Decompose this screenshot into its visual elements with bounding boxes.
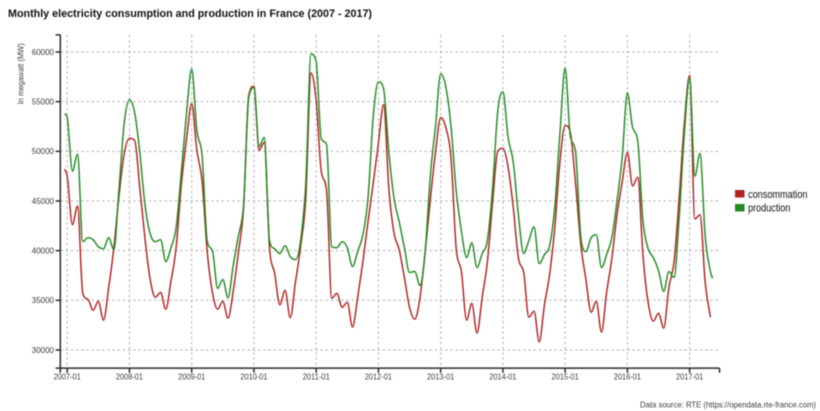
svg-text:2013-01: 2013-01 xyxy=(427,372,455,381)
svg-text:50000: 50000 xyxy=(32,147,55,156)
svg-text:40000: 40000 xyxy=(32,247,55,256)
svg-text:production: production xyxy=(748,203,790,215)
svg-text:60000: 60000 xyxy=(32,48,55,57)
svg-text:consommation: consommation xyxy=(748,189,808,201)
svg-text:Monthly electricity consumptio: Monthly electricity consumption and prod… xyxy=(8,8,372,20)
svg-text:2016-01: 2016-01 xyxy=(614,372,642,381)
svg-text:2017-01: 2017-01 xyxy=(676,372,704,381)
svg-text:2012-01: 2012-01 xyxy=(365,372,393,381)
svg-text:2009-01: 2009-01 xyxy=(178,372,206,381)
svg-text:2015-01: 2015-01 xyxy=(552,372,580,381)
svg-text:2008-01: 2008-01 xyxy=(116,372,144,381)
svg-text:In megawatt (MW): In megawatt (MW) xyxy=(17,43,26,104)
svg-text:2010-01: 2010-01 xyxy=(240,372,268,381)
svg-text:2014-01: 2014-01 xyxy=(489,372,517,381)
svg-text:35000: 35000 xyxy=(32,296,55,305)
svg-text:2011-01: 2011-01 xyxy=(303,372,331,381)
svg-text:45000: 45000 xyxy=(32,197,55,206)
svg-text:Data source: RTE (https://open: Data source: RTE (https://opendata.rte-f… xyxy=(640,401,816,410)
svg-text:55000: 55000 xyxy=(32,98,55,107)
svg-text:30000: 30000 xyxy=(32,346,55,355)
svg-text:2007-01: 2007-01 xyxy=(54,372,82,381)
